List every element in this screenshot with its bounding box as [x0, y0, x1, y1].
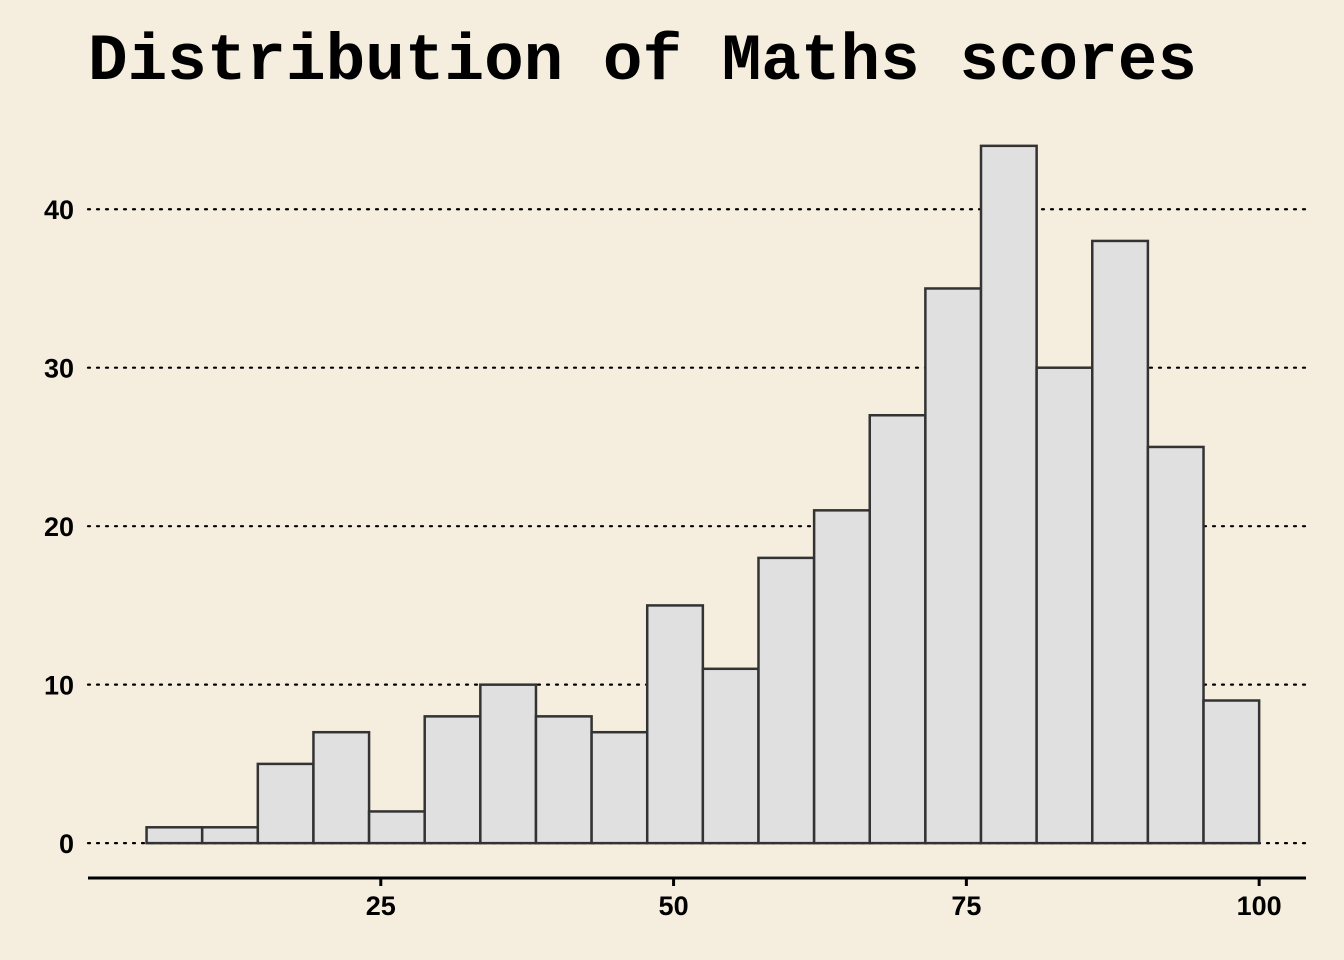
y-tick-label-30: 30: [44, 354, 74, 384]
x-tick-label-50: 50: [659, 891, 689, 921]
histogram-bar: [1091, 239, 1150, 845]
histogram-bar: [423, 715, 482, 845]
histogram-bar: [701, 667, 760, 845]
histogram-bar: [367, 810, 426, 845]
y-tick-label-20: 20: [44, 512, 74, 542]
histogram-bar: [979, 144, 1038, 845]
y-tick-label-10: 10: [44, 671, 74, 701]
histogram-bar: [145, 826, 204, 845]
histogram-bar: [645, 604, 705, 845]
x-tick-label-75: 75: [951, 891, 981, 921]
histogram-bar: [590, 730, 649, 845]
chart-title: Distribution of Maths scores: [88, 24, 1197, 99]
y-axis: 0 10 20 30 40: [44, 195, 74, 859]
histogram-bar: [256, 762, 315, 845]
histogram-bar: [312, 730, 371, 845]
y-tick-label-0: 0: [59, 829, 74, 859]
histogram-bar: [757, 556, 816, 845]
histogram-bars: [145, 144, 1261, 845]
histogram-bar: [200, 826, 260, 845]
x-tick-label-25: 25: [366, 891, 396, 921]
histogram-bar: [1146, 445, 1205, 845]
histogram-bar: [868, 414, 927, 845]
y-tick-label-40: 40: [44, 195, 74, 225]
histogram-bar: [1202, 699, 1261, 845]
histogram-bar: [812, 509, 871, 845]
histogram-bar: [924, 287, 983, 845]
x-tick-label-100: 100: [1237, 891, 1282, 921]
histogram-bar: [534, 715, 593, 845]
histogram-bar: [479, 683, 538, 845]
histogram-bar: [1035, 366, 1094, 845]
x-axis: 25 50 75 100: [88, 876, 1306, 921]
